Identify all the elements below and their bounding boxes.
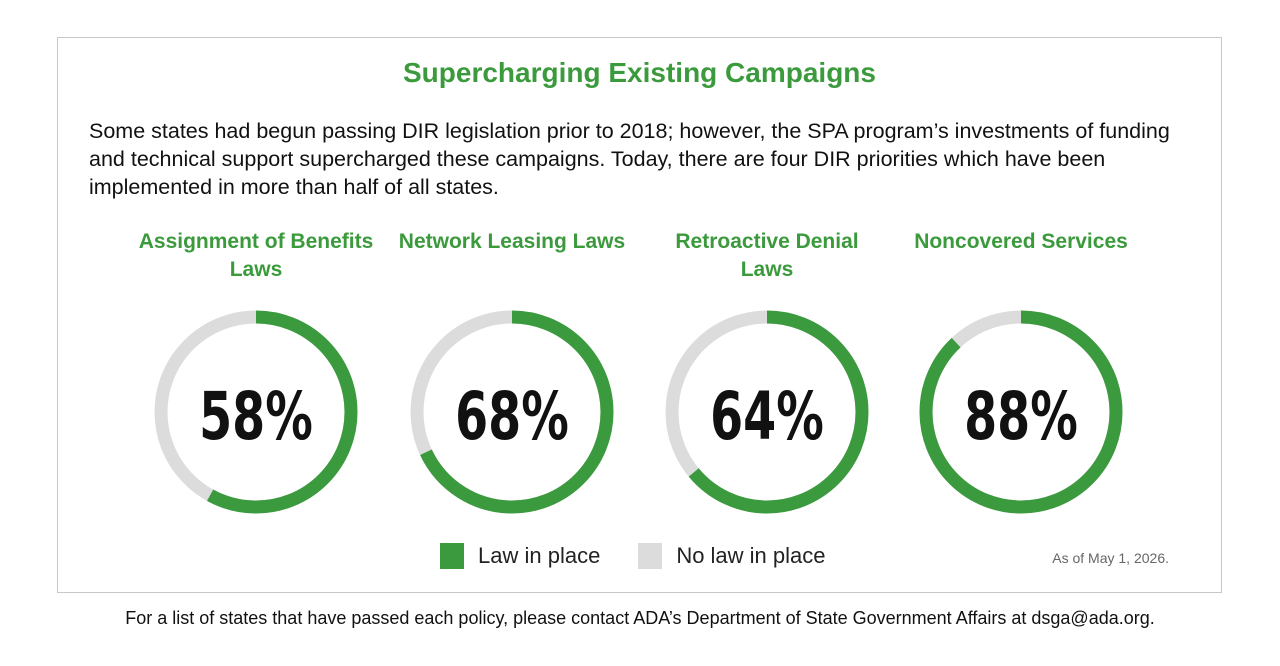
- donut-value-arc: [665, 310, 869, 514]
- legend-swatch-no-law: [638, 543, 663, 569]
- donut-percent-label: 68%: [455, 378, 569, 455]
- infographic-panel: Supercharging Existing Campaigns Some st…: [57, 37, 1222, 593]
- donut-title: Retroactive Denial Laws: [675, 230, 859, 281]
- donut-value-arc: [919, 310, 1123, 514]
- donut-percent-label: 88%: [964, 378, 1078, 455]
- donut-1: Assignment of Benefits Laws 58%: [136, 228, 376, 518]
- donut-2: Network Leasing Laws 68%: [392, 228, 632, 518]
- donut-4: Noncovered Services 88%: [901, 228, 1141, 518]
- donut-svg: 88%: [919, 310, 1123, 514]
- legend-item-law: Law in place: [440, 543, 600, 569]
- page-title: Supercharging Existing Campaigns: [403, 57, 876, 88]
- footer-text: For a list of states that have passed ea…: [125, 608, 1155, 628]
- legend-swatch-law: [440, 543, 464, 569]
- donut-svg: 68%: [410, 310, 614, 514]
- donut-title: Noncovered Services: [914, 230, 1128, 253]
- intro-text: Some states had begun passing DIR legisl…: [89, 119, 1170, 199]
- donut-value-arc: [410, 310, 614, 514]
- donut-svg: 64%: [665, 310, 869, 514]
- legend-item-no-law: No law in place: [638, 543, 826, 569]
- donut-value-arc: [154, 310, 358, 514]
- as-of-note: As of May 1, 2026.: [1052, 550, 1169, 566]
- legend: Law in place No law in place: [440, 543, 864, 569]
- legend-label-no-law: No law in place: [676, 543, 826, 568]
- donut-percent-label: 64%: [710, 378, 824, 455]
- donut-3: Retroactive Denial Laws 64%: [647, 228, 887, 518]
- donut-percent-label: 58%: [199, 378, 313, 455]
- donut-title: Assignment of Benefits Laws: [138, 230, 374, 281]
- donut-title: Network Leasing Laws: [398, 230, 626, 253]
- donut-svg: 58%: [154, 310, 358, 514]
- legend-label-law: Law in place: [478, 543, 601, 568]
